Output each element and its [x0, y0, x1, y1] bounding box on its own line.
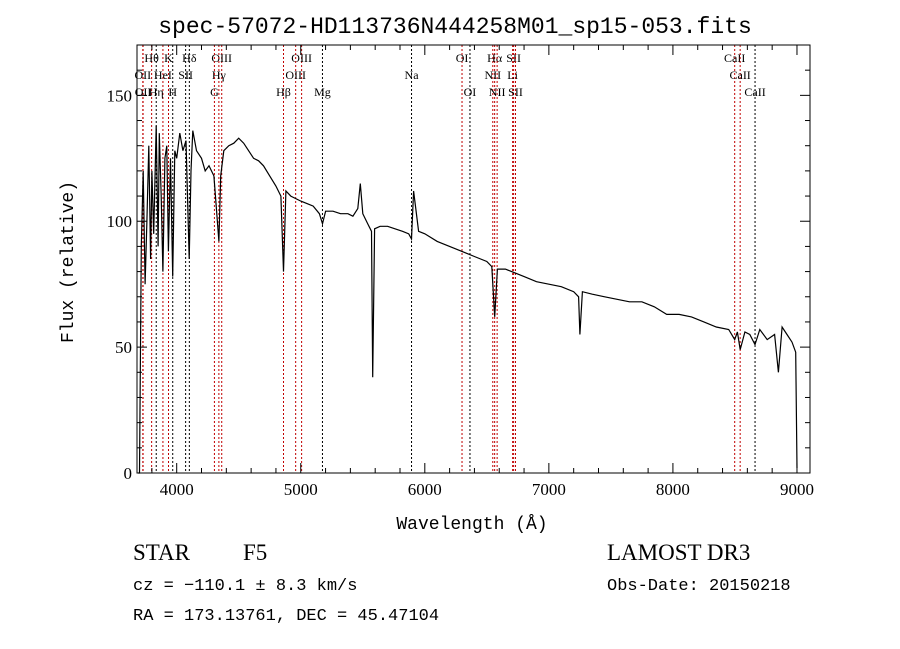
line-label: NII [489, 85, 506, 99]
y-tick-label: 150 [107, 86, 133, 105]
line-label: Hθ [144, 51, 159, 65]
line-label: SII [506, 51, 521, 65]
line-label: Mg [314, 85, 331, 99]
line-label: OIII [291, 51, 312, 65]
line-label: Hη [149, 85, 164, 99]
obs-date: Obs-Date: 20150218 [607, 577, 791, 596]
plot-frame [136, 44, 811, 474]
line-label: CaII [724, 51, 745, 65]
x-axis-label: Wavelength (Å) [396, 514, 547, 535]
line-label: OI [464, 85, 477, 99]
spectrum-series [138, 125, 798, 474]
y-tick-label: 0 [124, 464, 133, 483]
line-label: H [168, 85, 177, 99]
spectrum-line [138, 125, 798, 474]
ra-dec: RA = 173.13761, DEC = 45.47104 [133, 607, 439, 626]
line-label: NII [484, 68, 501, 82]
line-label: OI [456, 51, 469, 65]
survey-name: LAMOST DR3 [607, 540, 750, 565]
y-tick-label: 50 [115, 338, 132, 357]
x-tick-label: 8000 [656, 480, 690, 499]
line-label: Hγ [212, 68, 227, 82]
line-label: Li [507, 68, 518, 82]
line-label: OIII [285, 68, 306, 82]
line-label: Hα [487, 51, 503, 65]
line-label: G [210, 85, 219, 99]
chart-title: spec-57072-HD113736N444258M01_sp15-053.f… [158, 14, 752, 40]
line-label: CaII [729, 68, 750, 82]
x-tick-label: 9000 [780, 480, 814, 499]
line-label: Hβ [276, 85, 291, 99]
object-class: STAR [133, 540, 191, 565]
y-axis-label: Flux (relative) [59, 181, 79, 343]
line-label: OIII [211, 51, 232, 65]
x-tick-label: 4000 [160, 480, 194, 499]
axes: 4000 5000 6000 7000 8000 9000 0 50 100 150 [107, 44, 814, 499]
line-label: Hδ [182, 51, 197, 65]
line-label: K [164, 51, 173, 65]
line-label: Na [405, 68, 420, 82]
object-subclass: F5 [243, 540, 267, 565]
line-label: HeI [154, 68, 172, 82]
line-label: SII [178, 68, 193, 82]
x-tick-label: 7000 [532, 480, 566, 499]
line-label: CaII [744, 85, 765, 99]
redshift-cz: cz = −110.1 ± 8.3 km/s [133, 577, 357, 596]
line-label: SII [508, 85, 523, 99]
y-tick-label: 100 [107, 212, 133, 231]
x-tick-label: 5000 [284, 480, 318, 499]
x-tick-label: 6000 [408, 480, 442, 499]
